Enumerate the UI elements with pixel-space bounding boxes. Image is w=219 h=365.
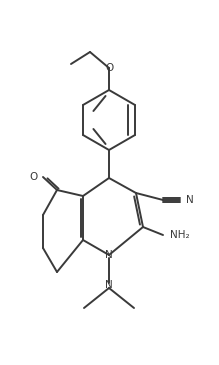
Text: N: N [105,250,113,260]
Text: NH₂: NH₂ [170,230,190,240]
Text: O: O [30,172,38,182]
Text: N: N [105,280,113,290]
Text: N: N [186,195,194,205]
Text: O: O [105,63,113,73]
